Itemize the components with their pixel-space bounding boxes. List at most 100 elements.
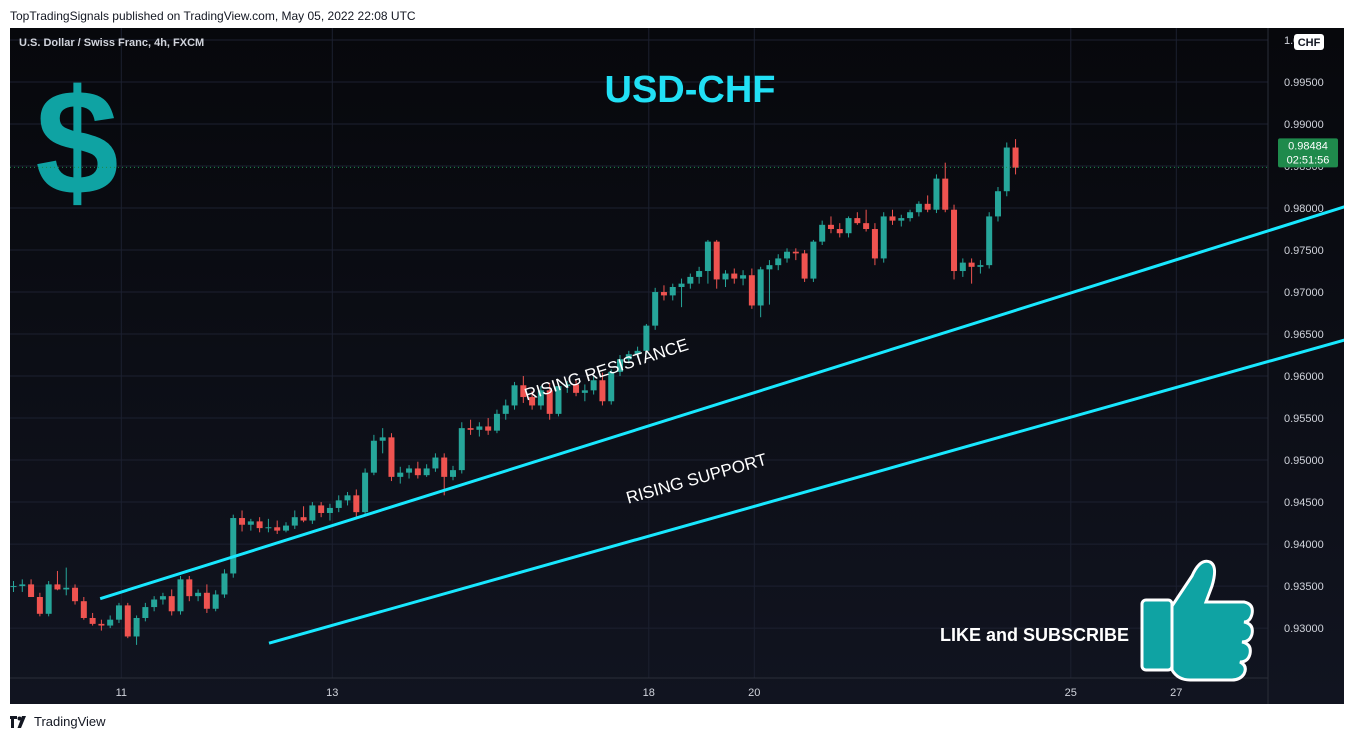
candle-body[interactable]: [766, 265, 773, 270]
candle-body[interactable]: [678, 283, 685, 287]
candle-body[interactable]: [784, 251, 791, 259]
candle-body[interactable]: [353, 495, 360, 513]
candle-body[interactable]: [467, 428, 474, 430]
rising-resistance-line[interactable]: [99, 80, 1344, 601]
candle-body[interactable]: [687, 276, 694, 284]
candle-body[interactable]: [731, 273, 738, 279]
candle-body[interactable]: [959, 262, 966, 272]
candle-body[interactable]: [485, 426, 492, 431]
candle-body[interactable]: [537, 390, 544, 406]
candle-body[interactable]: [291, 517, 298, 526]
candle-body[interactable]: [458, 428, 465, 471]
candle-body[interactable]: [107, 619, 114, 626]
candle-body[interactable]: [239, 518, 246, 525]
candle-body[interactable]: [98, 623, 105, 626]
candle-body[interactable]: [168, 596, 175, 612]
candle-body[interactable]: [775, 258, 782, 266]
candle-body[interactable]: [889, 216, 896, 221]
candle-body[interactable]: [590, 380, 597, 391]
candle-body[interactable]: [45, 584, 52, 614]
candle-body[interactable]: [669, 286, 676, 296]
candle-body[interactable]: [89, 617, 96, 624]
candle-body[interactable]: [326, 507, 333, 513]
candle-body[interactable]: [608, 371, 615, 402]
candle-body[interactable]: [801, 253, 808, 279]
candle-body[interactable]: [660, 292, 667, 296]
candle-body[interactable]: [845, 218, 852, 234]
candle-body[interactable]: [142, 607, 149, 618]
candle-body[interactable]: [115, 605, 122, 620]
candle-body[interactable]: [159, 596, 166, 600]
candle-body[interactable]: [871, 229, 878, 259]
candle-body[interactable]: [898, 218, 905, 221]
candle-body[interactable]: [300, 517, 307, 521]
candle-body[interactable]: [256, 521, 263, 529]
candle-body[interactable]: [28, 584, 35, 597]
candle-body[interactable]: [335, 500, 342, 508]
candle-body[interactable]: [72, 587, 79, 602]
last-price-tag[interactable]: [1278, 138, 1338, 168]
tradingview-brand[interactable]: TradingView: [34, 714, 106, 729]
candle-body[interactable]: [177, 579, 184, 612]
candle-body[interactable]: [581, 390, 588, 393]
candle-body[interactable]: [362, 472, 369, 513]
candle-body[interactable]: [599, 380, 606, 402]
candle-body[interactable]: [63, 587, 70, 590]
candle-body[interactable]: [1012, 147, 1019, 168]
currency-badge-bg[interactable]: [1294, 34, 1324, 50]
candle-body[interactable]: [406, 468, 413, 473]
candle-body[interactable]: [19, 584, 26, 587]
candle-body[interactable]: [212, 594, 219, 609]
candle-body[interactable]: [318, 505, 325, 513]
candle-body[interactable]: [511, 385, 518, 406]
candle-body[interactable]: [863, 223, 870, 230]
candle-body[interactable]: [54, 584, 61, 590]
candle-body[interactable]: [397, 472, 404, 477]
candle-body[interactable]: [933, 178, 940, 210]
currency-badge[interactable]: CHF: [1298, 37, 1321, 49]
candle-body[interactable]: [564, 384, 571, 387]
candle-body[interactable]: [617, 359, 624, 372]
candle-body[interactable]: [414, 468, 421, 476]
candle-body[interactable]: [502, 405, 509, 414]
candle-body[interactable]: [370, 440, 377, 473]
candle-body[interactable]: [819, 224, 826, 242]
candle-body[interactable]: [450, 470, 456, 477]
candle-body[interactable]: [186, 579, 193, 597]
candle-body[interactable]: [247, 521, 254, 525]
candle-body[interactable]: [924, 203, 931, 210]
candle-body[interactable]: [520, 385, 527, 398]
price-chart[interactable]: 1.000000.995000.990000.985000.980000.975…: [10, 28, 1344, 704]
rising-support-line[interactable]: [268, 197, 1344, 645]
candle-body[interactable]: [792, 251, 799, 254]
candle-body[interactable]: [652, 292, 659, 326]
candle-body[interactable]: [968, 262, 975, 267]
candle-body[interactable]: [915, 203, 922, 213]
candle-body[interactable]: [282, 525, 289, 531]
candle-body[interactable]: [994, 191, 1001, 217]
candle-body[interactable]: [133, 617, 140, 637]
candle-body[interactable]: [555, 386, 562, 414]
candle-body[interactable]: [203, 592, 210, 609]
candle-body[interactable]: [195, 592, 202, 597]
candle-body[interactable]: [151, 599, 158, 608]
candle-body[interactable]: [696, 271, 703, 277]
candle-body[interactable]: [432, 457, 439, 469]
chart-area[interactable]: 1.000000.995000.990000.985000.980000.975…: [10, 28, 1344, 704]
candle-body[interactable]: [951, 209, 958, 272]
candle-body[interactable]: [942, 178, 949, 210]
candle-body[interactable]: [36, 596, 43, 614]
candle-body[interactable]: [810, 241, 817, 279]
candle-body[interactable]: [827, 224, 834, 230]
candle-body[interactable]: [643, 325, 650, 351]
candle-body[interactable]: [880, 216, 887, 259]
candle-body[interactable]: [740, 275, 747, 279]
candle-body[interactable]: [907, 212, 914, 219]
candle-body[interactable]: [854, 218, 861, 224]
candle-body[interactable]: [634, 350, 641, 355]
candle-body[interactable]: [722, 273, 729, 280]
candle-body[interactable]: [265, 527, 272, 529]
candle-body[interactable]: [625, 354, 632, 360]
candle-body[interactable]: [379, 437, 386, 441]
candle-body[interactable]: [836, 229, 843, 234]
